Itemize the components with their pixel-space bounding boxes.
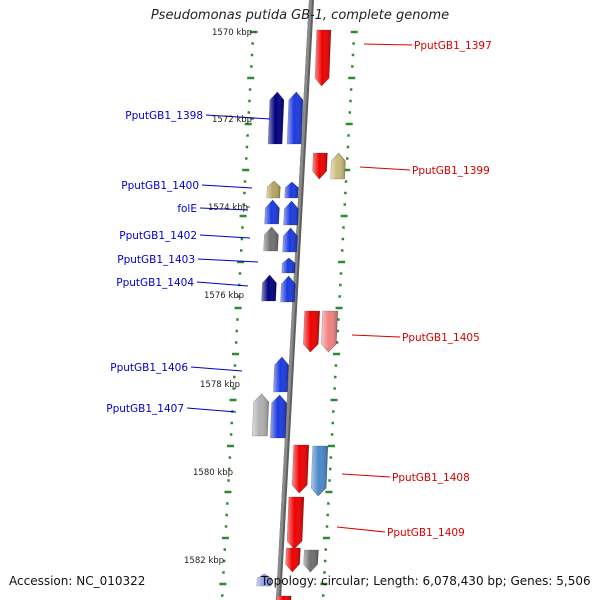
gene-arrow-shading	[285, 548, 301, 572]
label-leader-line	[359, 166, 411, 171]
scale-label: 1582 kbp	[184, 556, 224, 566]
gene-arrow-shading	[330, 153, 346, 179]
gene-label-left: PputGB1_1400	[121, 180, 199, 192]
gene-label-right: PputGB1_1409	[387, 527, 465, 539]
gene-arrow-shading	[282, 228, 298, 252]
label-leader-line	[186, 407, 237, 413]
label-leader-line	[205, 114, 271, 120]
gene-label-left: PputGB1_1406	[110, 362, 188, 374]
scale-label: 1578 kbp	[200, 380, 240, 390]
label-leader-line	[190, 366, 243, 372]
gene-label-left: folE	[177, 203, 197, 215]
gene-arrow-shading	[303, 550, 319, 572]
scale-label: 1572 kbp	[212, 115, 252, 125]
gene-label-left: PputGB1_1403	[117, 254, 195, 266]
scale-label: 1574 kbp	[208, 203, 248, 213]
gene-label-left: PputGB1_1407	[106, 403, 184, 415]
gene-arrow-shading	[311, 446, 328, 496]
label-leader-line	[351, 334, 401, 338]
gene-arrow-shading	[283, 201, 299, 225]
gene-arrow-shading	[303, 311, 320, 352]
gene-arrow-shading	[281, 258, 296, 273]
gene-arrow-shading	[266, 181, 281, 198]
gene-arrow-shading	[292, 445, 309, 493]
genome-title: Pseudomonas putida GB-1, complete genome	[150, 8, 450, 23]
label-leader-line	[336, 526, 386, 533]
gene-arrows	[251, 29, 346, 600]
gene-arrow-shading	[284, 182, 299, 198]
gene-arrow-shading	[270, 395, 287, 438]
gene-label-right: PputGB1_1399	[412, 165, 490, 177]
label-leader-line	[199, 234, 251, 239]
gene-arrow-shading	[312, 153, 328, 179]
gene-arrow-shading	[263, 227, 279, 251]
gene-arrow-shading	[261, 275, 277, 301]
label-leader-line	[201, 184, 253, 189]
gene-label-right: PputGB1_1405	[402, 332, 480, 344]
label-leader-line	[363, 43, 413, 46]
gene-arrow-shading	[280, 276, 296, 302]
gene-arrow-shading	[287, 92, 303, 144]
gene-label-left: PputGB1_1404	[116, 277, 194, 289]
gene-arrow-shading	[268, 92, 284, 144]
accession-text: Accession: NC_010322	[9, 574, 146, 588]
scale-labels: 1570 kbp 1572 kbp 1574 kbp 1576 kbp 1578 kbp…	[184, 28, 258, 566]
gene-arrow-shading	[315, 30, 331, 86]
label-leader-line	[196, 281, 249, 287]
gene-label-left: PputGB1_1398	[125, 110, 203, 122]
gene-arrow-shading	[256, 574, 272, 586]
label-leader-line	[199, 207, 249, 211]
scale-ticks	[219, 30, 358, 597]
scale-label: 1570 kbp	[212, 28, 252, 38]
gene-arrow-shading	[287, 497, 304, 549]
scale-label: 1580 kbp	[193, 468, 233, 478]
gene-arrow-shading	[252, 394, 269, 436]
gene-arrow-shading	[321, 311, 338, 352]
topology-text: Topology: circular; Length: 6,078,430 bp…	[261, 574, 591, 588]
scale-label: 1576 kbp	[204, 291, 244, 301]
gene-arrow-shading	[273, 357, 289, 392]
gene-label-right: PputGB1_1408	[392, 472, 470, 484]
gene-labels: PputGB1_1398 PputGB1_1400 folE PputGB1_1402…	[106, 40, 492, 539]
label-leader-line	[197, 258, 259, 263]
gene-label-left: PputGB1_1402	[119, 230, 197, 242]
gene-label-right: PputGB1_1397	[414, 40, 492, 52]
gene-arrow-shading	[276, 596, 292, 600]
label-leader-line	[341, 473, 391, 478]
gene-arrow-shading	[264, 200, 280, 224]
